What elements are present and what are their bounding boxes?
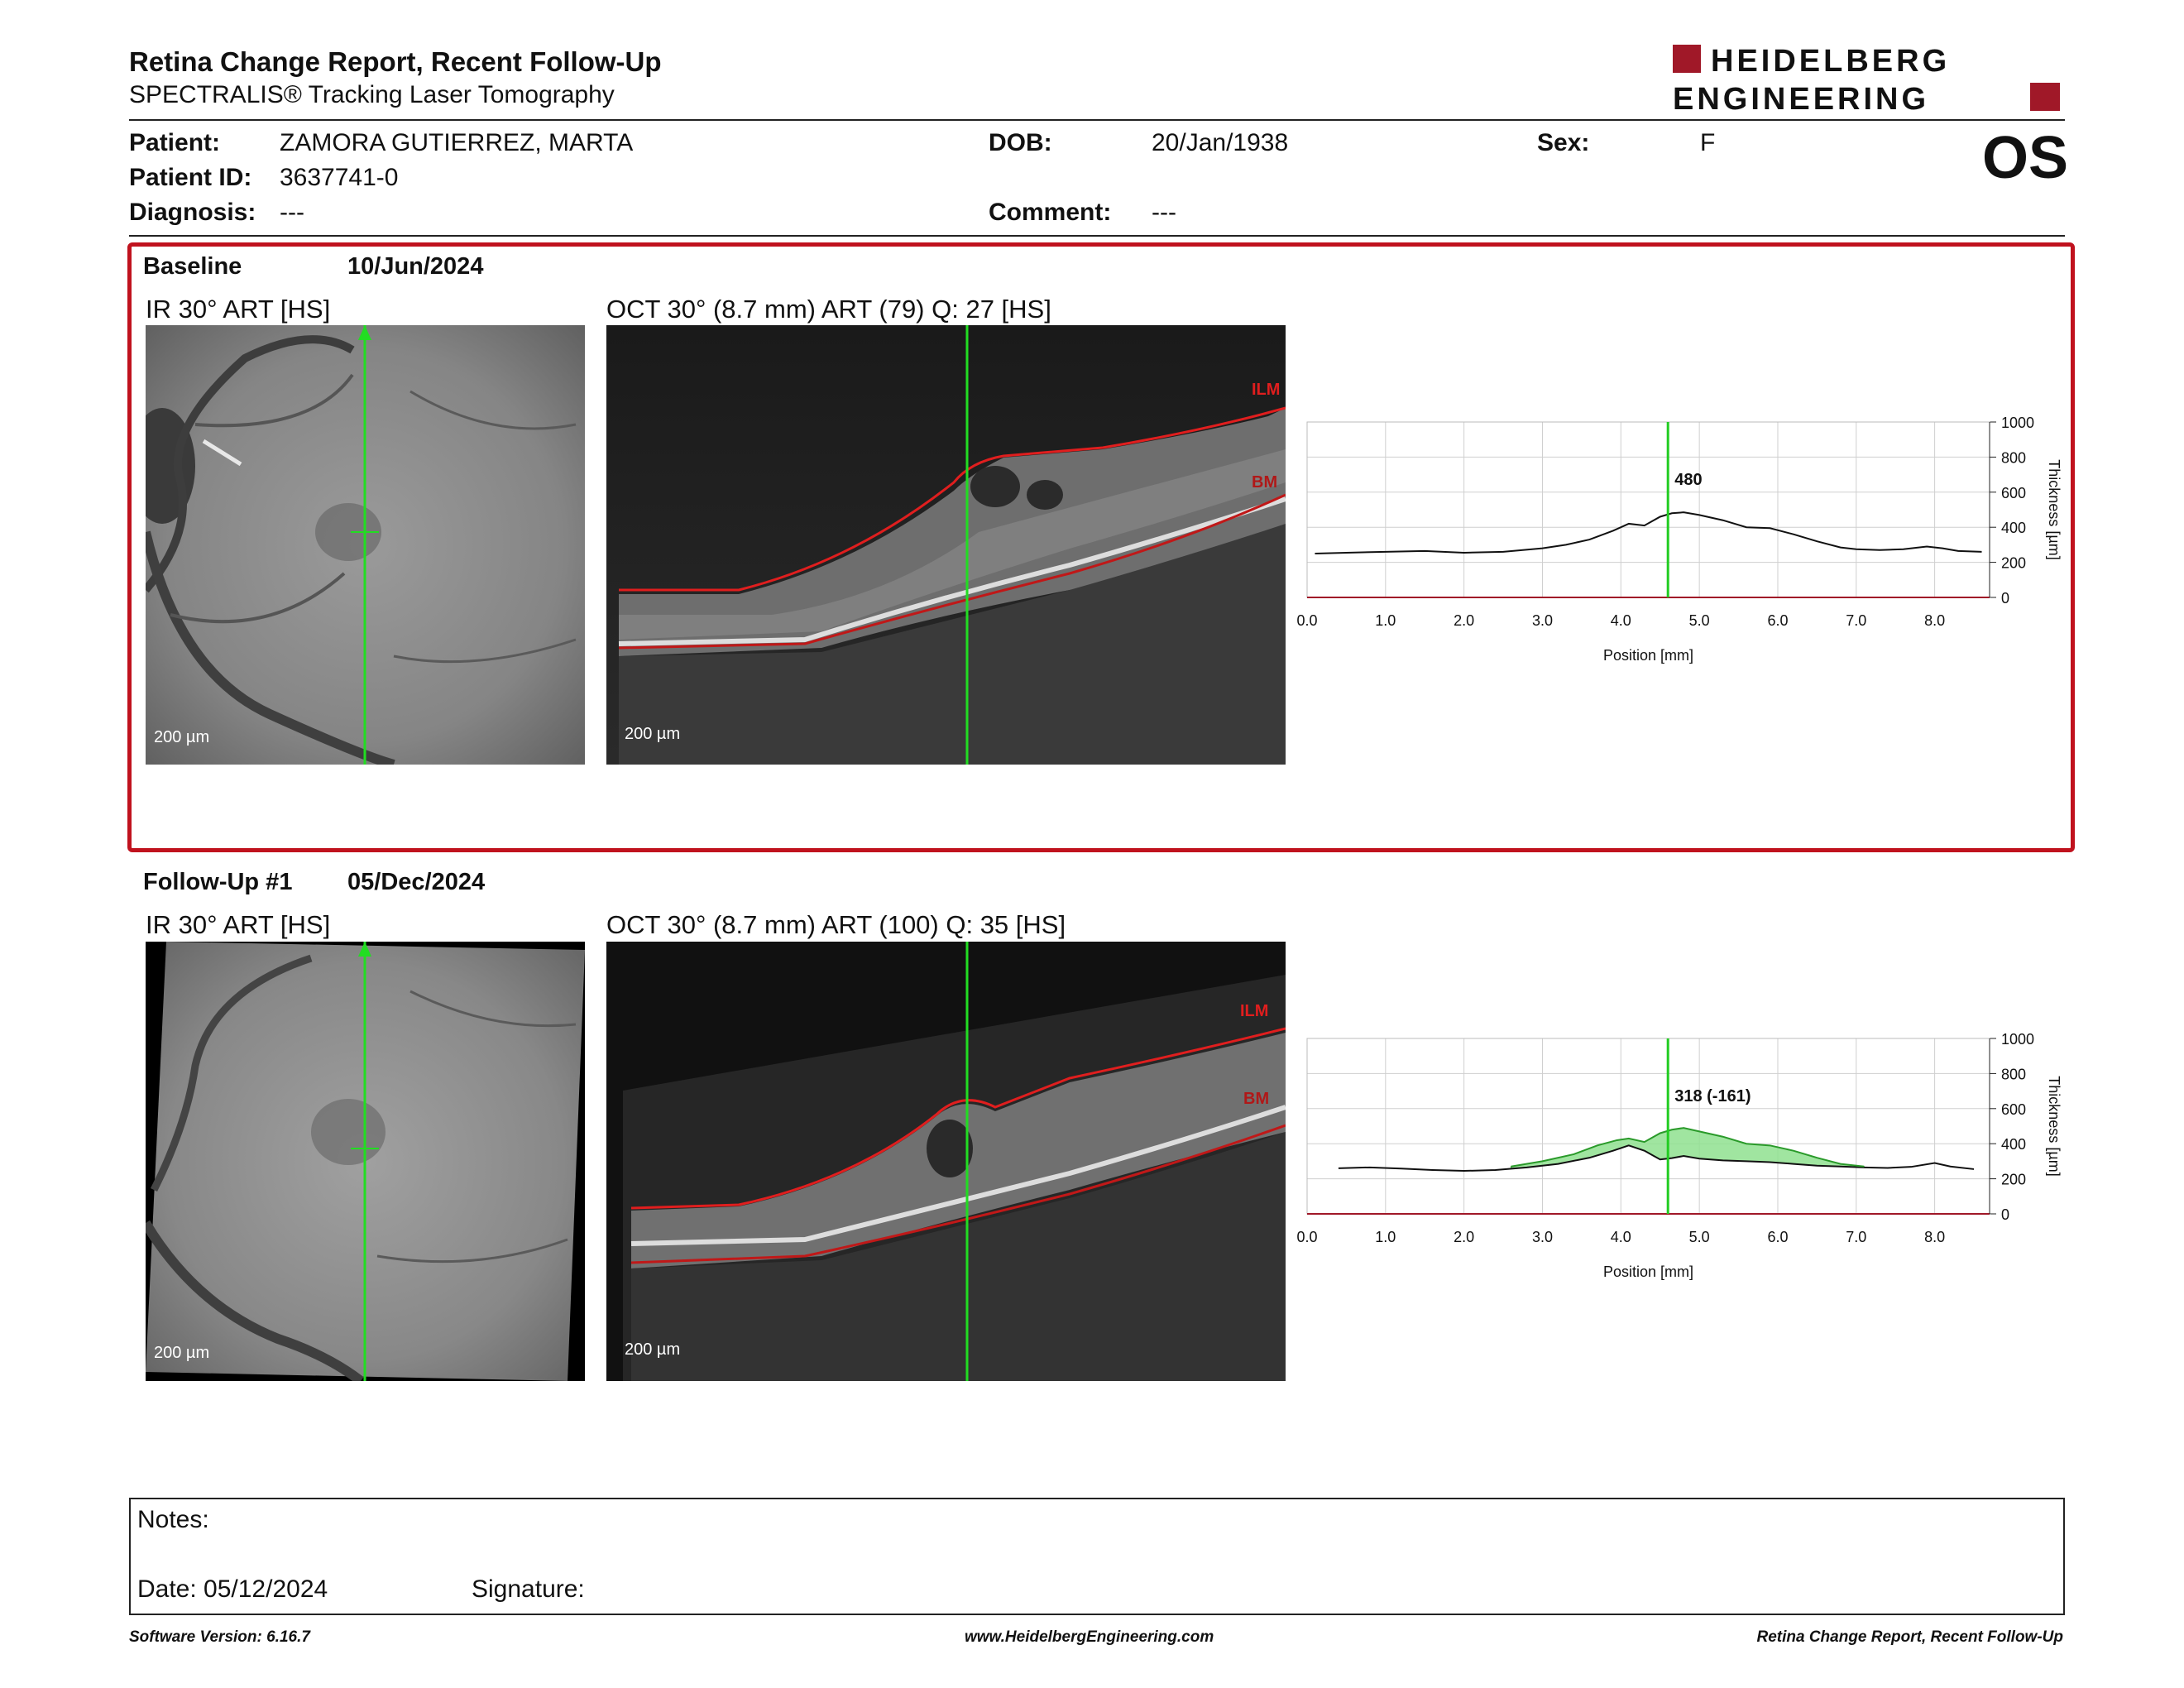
x-tick-label: 7.0 [1846,612,1866,629]
baseline-date: 10/Jun/2024 [347,253,484,280]
baseline-oct-scale: 200 µm [625,725,681,743]
signature-label: Signature: [472,1575,585,1603]
x-tick-label: 3.0 [1532,1229,1553,1245]
y-tick-label: 0 [2001,590,2009,607]
report-title: Retina Change Report, Recent Follow-Up [129,46,662,77]
x-axis-label: Position [mm] [1603,1264,1693,1280]
eye-indicator: OS [1981,125,2068,191]
followup-oct-title: OCT 30° (8.7 mm) ART (100) Q: 35 [HS] [606,910,1066,939]
patient-label: Patient: [129,129,221,156]
dob-value: 20/Jan/1938 [1152,129,1289,156]
thickness-line [1315,511,1982,554]
y-tick-label: 600 [2001,1101,2026,1118]
x-tick-label: 8.0 [1924,1229,1945,1245]
baseline-thickness-chart: 0 200 400 600 800 1000 0.0 1.0 2.0 3.0 4.0 5.0 6.0 7.… [1296,415,2062,664]
baseline-highlight-box [127,242,2075,852]
comment-value: --- [1152,199,1176,226]
y-axis-label: Thickness [µm] [2046,1076,2062,1176]
x-tick-label: 4.0 [1611,612,1631,629]
x-tick-label: 7.0 [1846,1229,1866,1245]
y-tick-label: 800 [2001,1066,2026,1082]
cursor-value-label: 480 [1674,471,1702,489]
x-tick-label: 1.0 [1375,612,1396,629]
footer-website[interactable]: www.HeidelbergEngineering.com [965,1628,1214,1646]
plot-frame [1306,421,1990,598]
logo-square-bottom [2030,83,2060,111]
baseline-ir-scale: 200 µm [154,728,210,746]
x-tick-label: 8.0 [1924,612,1945,629]
baseline-thickness-line [1511,1127,1865,1168]
patient-id-value: 3637741-0 [280,164,399,191]
report-subtitle: SPECTRALIS® Tracking Laser Tomography [129,81,615,108]
x-tick-label: 5.0 [1689,1229,1710,1245]
logo-line2: ENGINEERING [1673,82,1929,116]
y-tick-label: 1000 [2001,1031,2034,1048]
notes-label: Notes: [137,1506,209,1533]
y-axis-label: Thickness [µm] [2046,459,2062,559]
sex-label: Sex: [1537,129,1590,156]
followup-ir-title: IR 30° ART [HS] [146,910,331,939]
patient-id-label: Patient ID: [129,164,252,191]
plot-frame [1306,1038,1990,1215]
footer-report-name: Retina Change Report, Recent Follow-Up [1756,1628,2063,1646]
x-tick-label: 0.0 [1296,612,1317,629]
dob-label: DOB: [989,129,1052,156]
header-divider [129,119,2065,121]
x-tick-label: 4.0 [1611,1229,1631,1245]
baseline-ilm-label: ILM [1252,381,1280,399]
followup-bm-label: BM [1243,1090,1269,1108]
y-tick-label: 200 [2001,555,2026,572]
y-tick-label: 0 [2001,1206,2009,1223]
notes-date: Date: 05/12/2024 [137,1575,328,1603]
x-axis-label: Position [mm] [1603,647,1693,664]
followup-oct-image: ILM BM [606,942,1286,1381]
x-tick-label: 1.0 [1375,1229,1396,1245]
x-tick-label: 0.0 [1296,1229,1317,1245]
y-tick-label: 600 [2001,485,2026,501]
x-tick-label: 5.0 [1689,612,1710,629]
baseline-ir-image [146,325,585,765]
baseline-ir-title: IR 30° ART [HS] [146,295,331,324]
y-tick-label: 400 [2001,1136,2026,1153]
diagnosis-label: Diagnosis: [129,199,256,226]
followup-ilm-label: ILM [1240,1002,1268,1020]
baseline-bm-label: BM [1252,473,1277,492]
y-tick-label: 1000 [2001,415,2034,431]
x-tick-label: 6.0 [1767,1229,1788,1245]
cursor-value-label: 318 (-161) [1674,1087,1751,1105]
followup-date: 05/Dec/2024 [347,869,486,895]
followup-ir-scale: 200 µm [154,1344,210,1362]
sex-value: F [1700,129,1716,156]
baseline-label: Baseline [143,253,242,280]
y-tick-label: 400 [2001,520,2026,536]
logo-square-top [1673,45,1701,73]
notes-box[interactable]: Notes: Date: 05/12/2024 Signature: [129,1498,2065,1615]
followup-thickness-chart: 0 200 400 600 800 1000 0.0 1.0 2.0 3.0 4.0 5.0 6.0 7.… [1296,1031,2062,1280]
x-tick-label: 2.0 [1454,1229,1474,1245]
thickness-line [1338,1144,1975,1172]
patient-divider [129,235,2065,237]
baseline-oct-title: OCT 30° (8.7 mm) ART (79) Q: 27 [HS] [606,295,1051,324]
footer-software-version: Software Version: 6.16.7 [129,1628,310,1646]
baseline-oct-image: ILM BM [606,325,1286,765]
patient-name: ZAMORA GUTIERREZ, MARTA [280,129,634,156]
followup-ir-image [146,942,585,1381]
heidelberg-logo: HEIDELBERG ENGINEERING [1673,43,2062,120]
diagnosis-value: --- [280,199,304,226]
y-tick-label: 200 [2001,1172,2026,1188]
followup-oct-scale: 200 µm [625,1340,681,1359]
followup-label: Follow-Up #1 [143,869,293,895]
x-tick-label: 3.0 [1532,612,1553,629]
x-tick-label: 2.0 [1454,612,1474,629]
logo-line1: HEIDELBERG [1711,44,1950,79]
y-tick-label: 800 [2001,449,2026,466]
comment-label: Comment: [989,199,1112,226]
x-tick-label: 6.0 [1767,612,1788,629]
